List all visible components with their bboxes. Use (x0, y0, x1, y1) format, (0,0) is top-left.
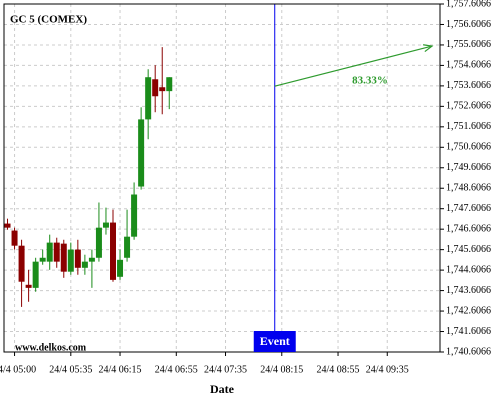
y-tick-label: 1,742.6066 (446, 305, 491, 316)
y-tick-label: 1,757.6066 (446, 0, 491, 9)
y-tick-label: 1,743.6066 (446, 285, 491, 296)
candle-body (53, 242, 60, 262)
candle-body (145, 77, 152, 120)
x-tick-label: 24/4 05:35 (49, 364, 92, 375)
candle-body (81, 261, 88, 268)
candle-body (11, 230, 18, 246)
candle-body (131, 194, 138, 237)
candle-body (67, 249, 74, 272)
forecast-label: 83.33% (352, 75, 388, 87)
candle-body (138, 119, 145, 187)
y-tick-label: 1,740.6066 (446, 346, 491, 357)
y-tick-label: 1,756.6066 (446, 19, 491, 30)
y-tick-label: 1,747.6066 (446, 203, 491, 214)
candle-body (102, 222, 109, 228)
event-label: Event (260, 334, 290, 348)
candle-body (166, 77, 173, 92)
candle-body (60, 243, 67, 272)
candle-body (39, 257, 46, 262)
watermark: www.delkos.com (15, 342, 87, 353)
arrow-head (423, 44, 434, 53)
x-tick-label: 24/4 09:35 (366, 364, 409, 375)
x-tick-label: 24/4 07:35 (204, 364, 247, 375)
y-tick-label: 1,744.6066 (446, 264, 491, 275)
y-tick-label: 1,748.6066 (446, 183, 491, 194)
grid (4, 3, 440, 353)
candle-body (18, 245, 25, 282)
x-axis-title: Date (210, 382, 235, 396)
event-box (253, 331, 296, 352)
y-tick-label: 1,745.6066 (446, 244, 491, 255)
y-tick-label: 1,741.6066 (446, 326, 491, 337)
candle-body (88, 257, 95, 262)
candle-body (4, 223, 11, 228)
candle-body (110, 222, 116, 280)
x-tick-label: 24/4 06:15 (99, 364, 142, 375)
marks (4, 4, 276, 352)
candle-body (117, 259, 124, 277)
forecast-arrow (274, 45, 433, 87)
candle-body (95, 227, 102, 258)
candle-body (46, 242, 53, 262)
candle-body (74, 249, 81, 268)
plot-frame (3, 3, 441, 353)
candle-body (32, 261, 39, 288)
x-tick-label: 24/4 06:55 (155, 364, 198, 375)
y-tick-label: 1,752.6066 (446, 101, 491, 112)
y-tick-label: 1,746.6066 (446, 223, 491, 234)
y-tick-label: 1,749.6066 (446, 162, 491, 173)
x-tick-label: 24/4 05:00 (0, 364, 36, 375)
y-tick-label: 1,755.6066 (446, 39, 491, 50)
candle-body (124, 236, 131, 258)
y-tick-label: 1,753.6066 (446, 80, 491, 91)
chart-title: GC 5 (COMEX) (10, 14, 87, 26)
y-tick-label: 1,750.6066 (446, 142, 491, 153)
y-tick-label: 1,754.6066 (446, 60, 491, 71)
x-tick-label: 24/4 08:15 (260, 364, 303, 375)
y-tick-label: 1,751.6066 (446, 121, 491, 132)
candle-body (152, 79, 159, 97)
candle-body (25, 284, 32, 288)
x-tick-label: 24/4 08:55 (317, 364, 360, 375)
candle-body (159, 87, 166, 92)
